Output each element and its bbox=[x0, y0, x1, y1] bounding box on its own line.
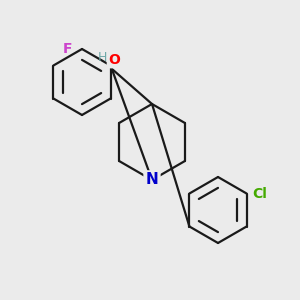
Text: F: F bbox=[63, 42, 73, 56]
Text: O: O bbox=[108, 53, 120, 67]
Text: Cl: Cl bbox=[253, 187, 268, 200]
Text: H: H bbox=[97, 51, 107, 64]
Text: N: N bbox=[146, 172, 158, 188]
